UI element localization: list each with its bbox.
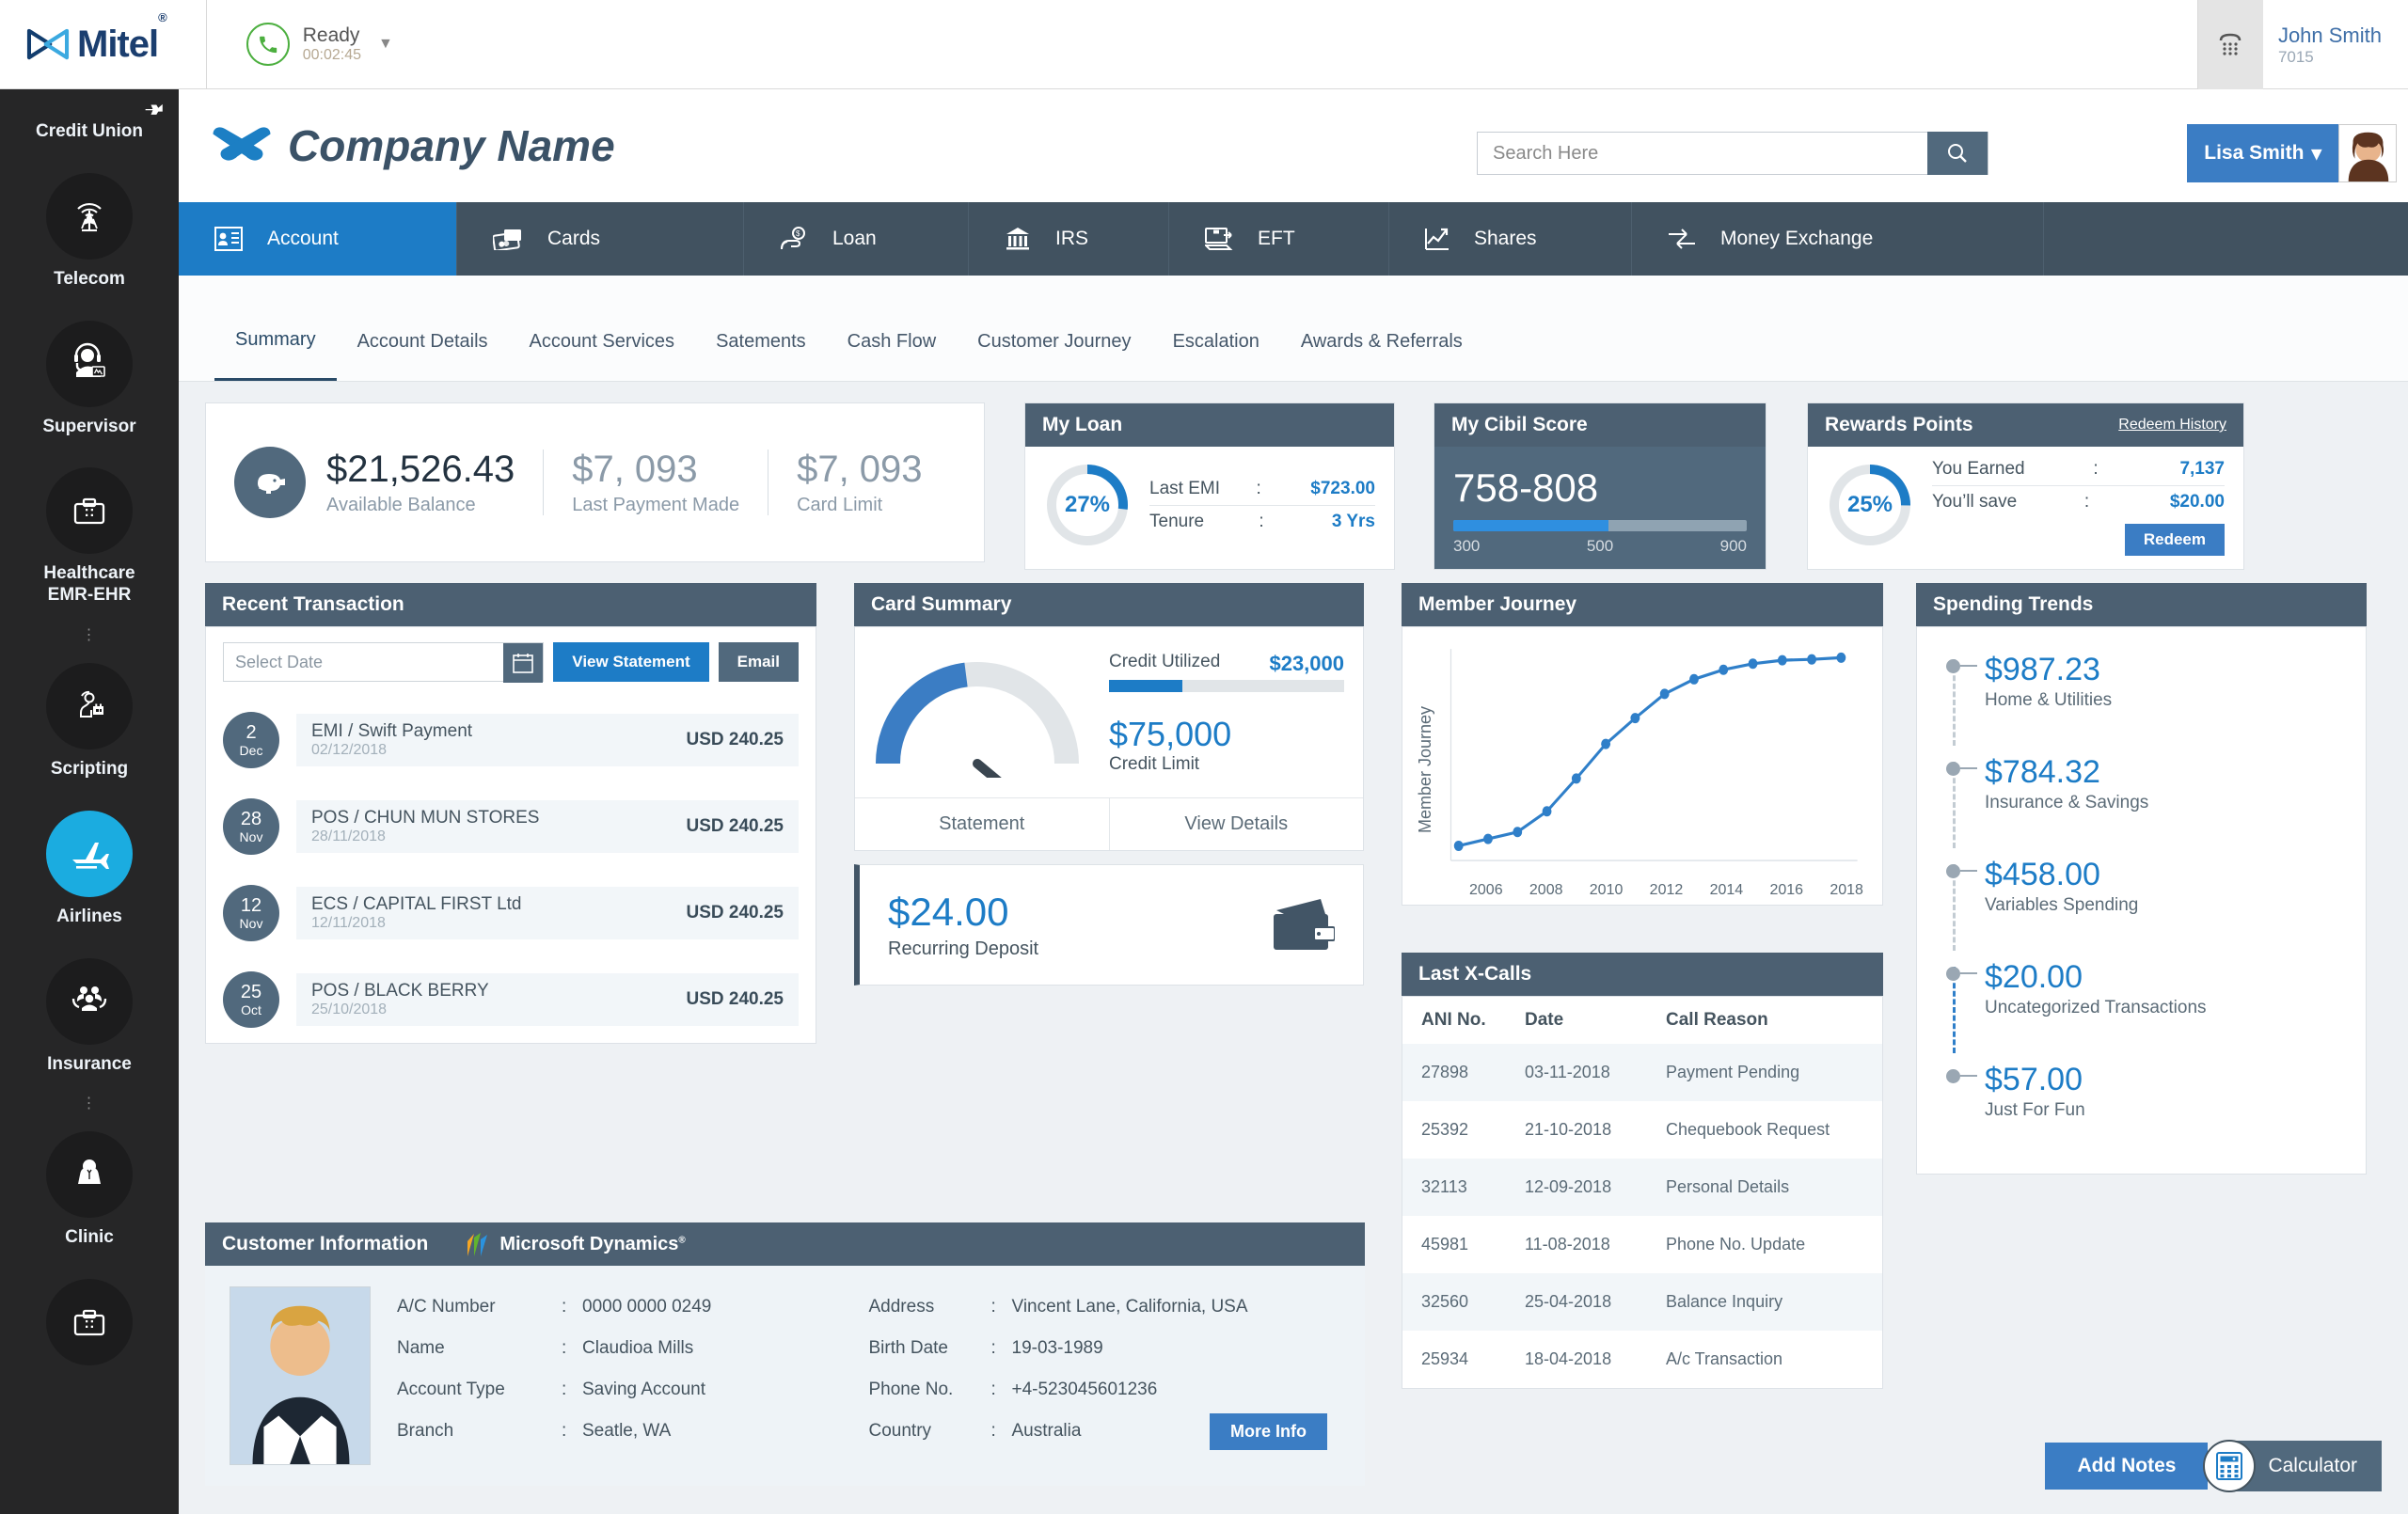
svg-text:$: $	[796, 229, 800, 238]
